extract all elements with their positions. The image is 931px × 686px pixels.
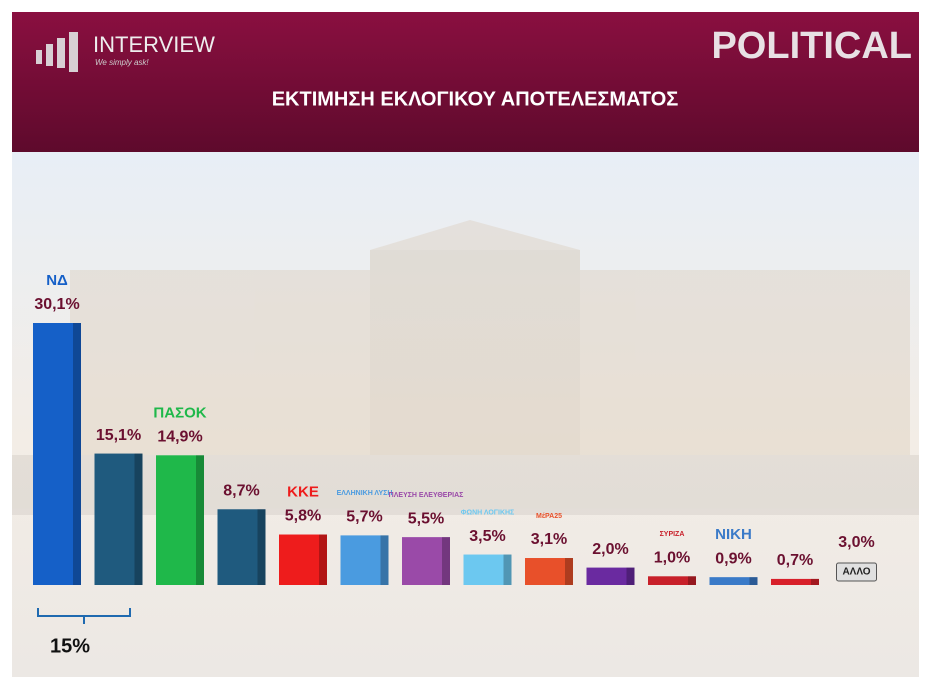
bar — [94, 453, 143, 585]
bar-shade — [442, 537, 450, 585]
section: POLITICAL — [711, 25, 912, 67]
brand: INTERVIEW — [93, 32, 215, 57]
bar-shade — [73, 323, 81, 585]
category-label: ΝΙΚΗ — [715, 526, 752, 543]
value-label: 0,7% — [777, 552, 813, 569]
value-label: 0,9% — [715, 550, 751, 567]
bar-shade — [380, 535, 389, 585]
bar — [463, 554, 512, 585]
annotation: 15% — [50, 635, 90, 657]
value-label: 1,0% — [654, 550, 690, 567]
bar-shade — [565, 558, 573, 585]
value-label: 3,1% — [531, 531, 567, 548]
bar-shade — [503, 554, 512, 585]
bar — [709, 577, 758, 585]
category-label: ΕΛΛΗΝΙΚΗ ΛΥΣΗ — [337, 490, 393, 497]
bar-shade — [688, 576, 696, 585]
bar — [279, 534, 327, 585]
bracket — [37, 608, 131, 624]
bar — [771, 578, 819, 585]
bar — [402, 537, 450, 585]
bar — [33, 323, 81, 585]
bar-shade — [811, 578, 819, 585]
category-label: ΣΥΡΙΖΑ — [660, 531, 685, 538]
value-label: 3,5% — [469, 528, 505, 545]
bar — [525, 558, 573, 585]
bar — [156, 455, 204, 585]
bar — [340, 535, 389, 585]
category-label: ΝΔ — [46, 272, 68, 289]
bar — [836, 562, 877, 582]
bar-shade — [749, 577, 758, 585]
value-label: 5,5% — [408, 510, 444, 527]
bar-shade — [319, 534, 327, 585]
value-label: 8,7% — [223, 482, 259, 499]
bar — [586, 567, 635, 585]
bar-shade — [257, 509, 266, 585]
category-label: ΜέΡΑ25 — [536, 513, 562, 520]
category-label: ΦΩΝΗ ΛΟΓΙΚΗΣ — [461, 509, 515, 516]
chart-title: ΕΚΤΙΜΗΣΗ ΕΚΛΟΓΙΚΟΥ ΑΠΟΤΕΛΕΣΜΑΤΟΣ — [272, 88, 679, 110]
tagline: We simply ask! — [95, 58, 149, 67]
bar — [217, 509, 266, 585]
bar-shade — [134, 453, 143, 585]
category-label: ΠΑΣΟΚ — [153, 404, 206, 421]
bar-shade — [196, 455, 204, 585]
background — [12, 152, 919, 677]
value-label: 2,0% — [592, 541, 628, 558]
value-label: 15,1% — [96, 427, 141, 444]
header — [12, 12, 919, 152]
value-label: 5,7% — [346, 509, 382, 526]
bar — [648, 576, 696, 585]
value-label: 5,8% — [285, 508, 321, 525]
category-label: ΑΛΛΟ — [842, 567, 870, 578]
brand-logo — [36, 32, 78, 72]
value-label: 30,1% — [34, 296, 79, 313]
value-label: 14,9% — [157, 429, 202, 446]
bar-shade — [626, 567, 635, 585]
value-label: 3,0% — [838, 534, 874, 551]
category-label: ΠΛΕΥΣΗ ΕΛΕΥΘΕΡΙΑΣ — [389, 492, 464, 499]
category-label: ΚΚΕ — [287, 483, 319, 500]
